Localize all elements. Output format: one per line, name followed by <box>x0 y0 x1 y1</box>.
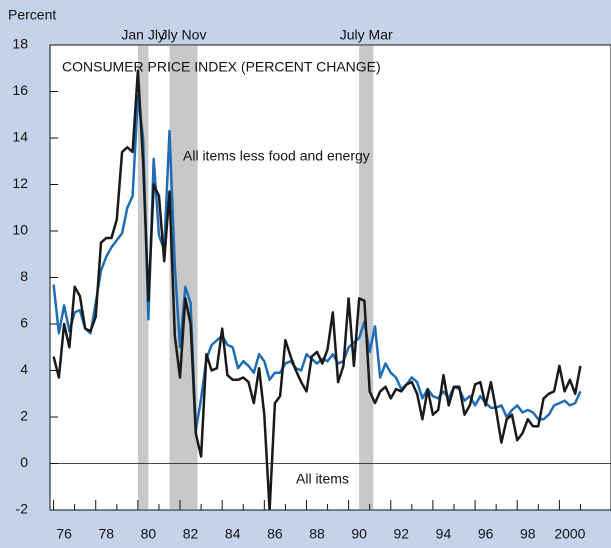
y-tick-label: 16 <box>12 82 28 98</box>
x-tick-label: 86 <box>267 526 283 542</box>
x-tick-label: 80 <box>141 526 157 542</box>
y-tick-label: -2 <box>16 501 29 517</box>
y-tick-label: 2 <box>20 408 28 424</box>
recession-band <box>359 46 374 509</box>
recession-label: July Mar <box>340 27 393 43</box>
y-tick-label: 10 <box>12 222 28 238</box>
x-tick-label: 88 <box>309 526 325 542</box>
x-tick-label: 78 <box>98 526 114 542</box>
y-tick-label: 8 <box>20 268 28 284</box>
x-tick-label: 92 <box>394 526 410 542</box>
y-axis-label: Percent <box>8 7 56 23</box>
y-tick-label: 4 <box>20 361 28 377</box>
recession-band <box>169 46 198 509</box>
series-line <box>52 69 582 510</box>
series-label: All items <box>296 471 349 487</box>
y-tick-label: 6 <box>20 315 28 331</box>
recession-label: Jly Nov <box>161 27 207 43</box>
y-tick-label: 0 <box>20 454 28 470</box>
series-label: All items less food and energy <box>183 148 370 164</box>
recession-band <box>137 46 149 509</box>
chart-title: CONSUMER PRICE INDEX (PERCENT CHANGE) <box>62 59 381 75</box>
x-tick-label: 90 <box>351 526 367 542</box>
x-tick-label: 94 <box>436 526 452 542</box>
y-tick-label: 14 <box>12 129 28 145</box>
x-tick-label: 84 <box>225 526 241 542</box>
x-tick-label: 96 <box>478 526 494 542</box>
x-tick-label: 98 <box>520 526 536 542</box>
x-tick-label: 82 <box>183 526 199 542</box>
y-tick-label: 12 <box>12 175 28 191</box>
y-tick-label: 18 <box>12 36 28 52</box>
x-tick-label: 76 <box>56 526 72 542</box>
recession-label: Jan Jly <box>121 27 165 43</box>
x-tick-label: 2000 <box>554 526 585 542</box>
